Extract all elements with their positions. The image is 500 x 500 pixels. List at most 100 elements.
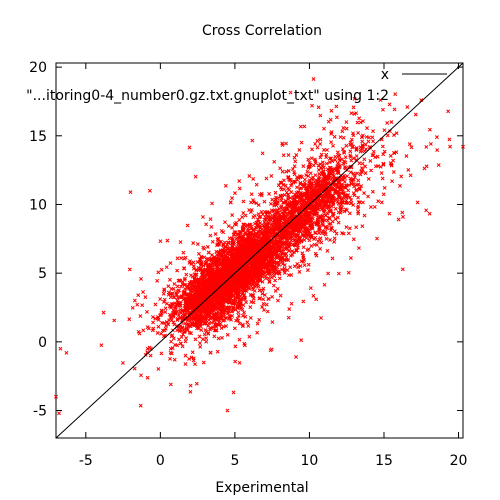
- data-point: [239, 281, 244, 286]
- data-point: [354, 146, 359, 150]
- data-point: [257, 192, 262, 197]
- data-point: [298, 124, 303, 129]
- data-point: [310, 147, 314, 152]
- data-point: [208, 350, 213, 355]
- data-point: [183, 362, 188, 367]
- data-point: [306, 165, 311, 169]
- data-point: [205, 244, 210, 249]
- data-point: [337, 158, 342, 163]
- data-point: [303, 191, 308, 196]
- data-point: [197, 298, 202, 303]
- data-point: [310, 103, 314, 108]
- data-point: [252, 213, 257, 218]
- data-point: [120, 360, 125, 365]
- data-point: [401, 214, 405, 219]
- data-point: [226, 308, 231, 313]
- data-point: [184, 272, 189, 277]
- data-point: [292, 164, 297, 169]
- data-point: [204, 336, 209, 341]
- data-point: [288, 90, 293, 95]
- data-point: [229, 300, 234, 305]
- y-tick-label: 5: [38, 266, 47, 282]
- data-point: [330, 175, 335, 180]
- data-point: [360, 200, 365, 205]
- data-point: [241, 244, 245, 249]
- data-point: [331, 167, 336, 172]
- data-point: [260, 151, 265, 156]
- data-point: [346, 188, 351, 193]
- data-point: [260, 256, 264, 260]
- data-point: [341, 125, 346, 130]
- data-point: [331, 143, 336, 148]
- data-point: [321, 223, 326, 228]
- data-point: [256, 284, 261, 289]
- data-point: [247, 334, 252, 339]
- data-point: [225, 251, 230, 256]
- data-point: [202, 246, 207, 251]
- data-point: [250, 282, 255, 287]
- data-point: [162, 297, 167, 302]
- data-point: [305, 248, 310, 253]
- data-point: [286, 192, 291, 197]
- data-point: [351, 237, 356, 242]
- data-point: [265, 249, 270, 254]
- data-point: [274, 221, 279, 226]
- data-point: [193, 337, 198, 342]
- data-point: [320, 160, 325, 165]
- data-point: [233, 191, 237, 196]
- data-point: [237, 243, 242, 248]
- data-point: [193, 174, 198, 179]
- data-point: [303, 185, 308, 190]
- data-point: [228, 270, 233, 275]
- data-point: [195, 309, 200, 314]
- data-point: [219, 254, 224, 259]
- data-point: [292, 237, 297, 242]
- data-point: [380, 176, 385, 181]
- data-point: [264, 176, 269, 181]
- data-point: [258, 221, 263, 226]
- data-point: [320, 185, 325, 190]
- data-point: [273, 239, 278, 244]
- data-point: [381, 162, 386, 167]
- data-point: [306, 174, 311, 178]
- data-point: [174, 290, 179, 295]
- data-point: [317, 228, 322, 233]
- data-point: [259, 267, 264, 272]
- data-point: [371, 149, 376, 154]
- data-point: [361, 119, 365, 124]
- data-point: [276, 262, 281, 267]
- data-point: [168, 261, 173, 266]
- data-point: [278, 293, 283, 298]
- data-point: [316, 203, 321, 208]
- data-point: [194, 287, 199, 292]
- data-point: [175, 318, 180, 323]
- data-point: [272, 274, 277, 279]
- data-point: [190, 293, 195, 298]
- data-point: [327, 215, 332, 220]
- data-point: [408, 173, 413, 178]
- data-point: [310, 196, 315, 200]
- data-point: [295, 214, 300, 219]
- data-point: [257, 262, 262, 267]
- data-point: [264, 302, 269, 307]
- data-point: [197, 334, 202, 339]
- data-point: [245, 226, 250, 231]
- data-point: [268, 272, 273, 277]
- data-point: [297, 269, 302, 274]
- data-point: [341, 149, 346, 154]
- data-point: [265, 233, 270, 238]
- data-point: [282, 187, 287, 192]
- data-point: [325, 167, 330, 172]
- data-point: [219, 312, 224, 317]
- data-point: [317, 227, 322, 232]
- data-point: [277, 248, 282, 253]
- data-point: [275, 199, 280, 204]
- data-point: [136, 293, 141, 298]
- data-point: [231, 276, 236, 281]
- data-point: [277, 276, 282, 281]
- data-point: [199, 328, 204, 333]
- data-point: [357, 161, 362, 166]
- data-point: [283, 241, 288, 246]
- data-point: [230, 237, 235, 242]
- data-point: [224, 315, 228, 320]
